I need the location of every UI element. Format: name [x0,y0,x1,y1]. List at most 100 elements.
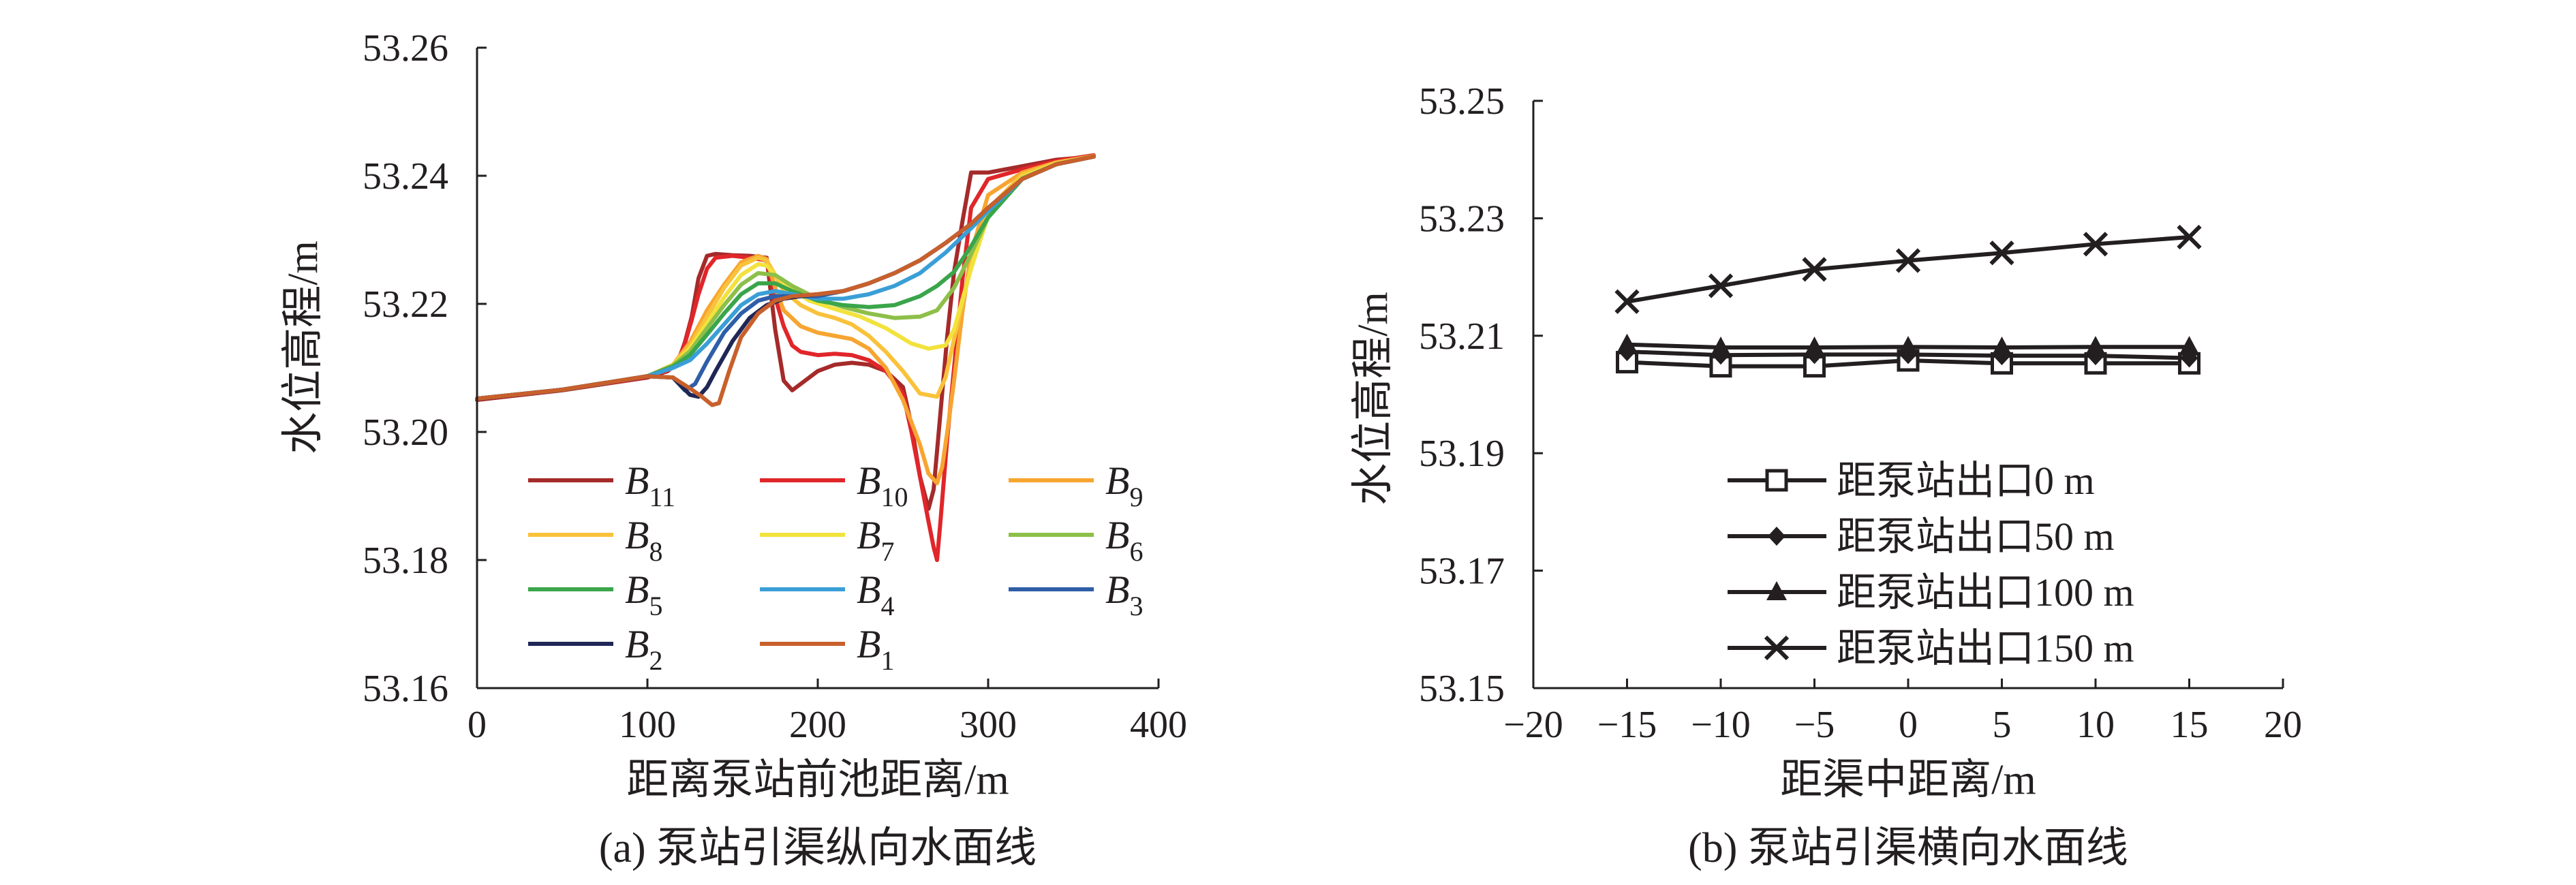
panel-a-legend: B11 B10 B9 B8 B7 B6 B5 B4 B3 B2 B1 [528,459,1143,676]
legend-sub-B1: 1 [880,645,894,676]
panel-a-ytick-label: 53.24 [363,155,448,198]
panel-b-point-triangle [2085,336,2106,356]
legend-label-B6: B6 [1105,513,1143,567]
panel-b-series [1614,224,2202,378]
panel-b-xtick-label: 5 [1993,704,2012,746]
legend-label-B7: B7 [857,513,894,567]
legend-sub-B8: 8 [649,536,662,567]
panel-b-point-diamond [2087,346,2104,366]
legend-label-x: 距泵站出口150 m [1837,626,2134,670]
legend-sub-B7: 7 [880,536,894,567]
panel-b-xtick-label: −10 [1691,704,1751,746]
panel-b-point-triangle [1898,336,1918,356]
panel-a-xtick-label: 400 [1130,704,1187,746]
legend-label-B5: B5 [625,568,662,621]
legend-label-B3: B3 [1105,568,1143,621]
legend-label-B9: B9 [1105,459,1143,512]
panel-a-ticks: 0 100 200 300 40053.1653.1853.2053.2253.2453… [363,27,1187,746]
panel-b-xtick-label: 10 [2076,704,2115,746]
panel-b-point-x-stroke [1802,257,1827,282]
panel-b-point-x [1989,240,2014,266]
panel-b-point-x [2177,224,2202,250]
panel-a-xtick-label: 100 [619,704,676,746]
panel-b-xtick-label: −15 [1597,704,1657,746]
panel-b-point-x-stroke [2177,224,2202,250]
panel-a-xtick-label: 200 [789,704,846,746]
panel-a-caption: (a) 泵站引渠纵向水面线 [599,825,1037,871]
panel-b-xtick-label: −20 [1503,704,1563,746]
legend-label-B4: B4 [857,568,894,621]
panel-a-xtick-label: 0 [467,704,487,746]
panel-b-ytick-label: 53.19 [1419,433,1505,475]
panel-a-ytick-label: 53.16 [363,668,448,710]
legend-sub-B6: 6 [1129,536,1143,567]
panel-b-point-x-stroke [1708,273,1734,298]
panel-b-point-x-stroke [1614,289,1640,314]
legend-sub-B5: 5 [649,591,662,621]
panel-b-caption: (b) 泵站引渠横向水面线 [1688,825,2128,871]
legend-sub-B4: 4 [880,591,894,621]
legend-sub-B11: 11 [649,482,675,512]
panel-a-ylabel: 水位高程/m [280,240,326,454]
panel-a-xtick-label: 300 [960,704,1017,746]
panel-b-point-x [1614,289,1640,314]
legend-label-B1: B1 [857,622,894,676]
panel-b-series-line-x [1626,235,2190,304]
legend-sub-B3: 3 [1129,591,1143,621]
panel-b-y-axis-title: 水位高程/m [1350,292,1396,505]
panel-a-series [475,153,1096,562]
legend-marker-x-stroke [1764,635,1790,661]
panel-b-xtick-label: 15 [2171,704,2209,746]
panel-b-point-triangle [1616,333,1638,353]
panel-a-ytick-label: 53.26 [363,27,448,69]
panel-a-ytick-label: 53.18 [363,540,448,582]
panel-b-xtick-label: −5 [1794,704,1835,746]
panel-b-axes [1532,101,2283,689]
panel-b-point-diamond [1993,346,2011,366]
legend-sub-B9: 9 [1129,482,1143,512]
panel-b-legend: 距泵站出口0 m 距泵站出口50 m 距泵站出口100 m 距泵站出口150 m [1728,459,2134,670]
panel-b-ytick-label: 53.15 [1419,668,1505,710]
panel-a-xlabel: 距离泵站前池距离/m [626,757,1009,803]
panel-b-point-x [1708,273,1734,298]
panel-b-xtick-label: 20 [2264,704,2302,746]
panel-b-point-triangle [1991,337,2012,356]
panel-b-point-triangle [1711,337,1731,356]
legend-label-square: 距泵站出口0 m [1837,459,2095,503]
panel-b-point-triangle [1804,337,1825,356]
panel-b-ytick-label: 53.25 [1419,80,1505,123]
panel-a-ytick-label: 53.20 [363,412,448,454]
legend-marker-diamond [1768,527,1785,546]
panel-a-y-axis-title: 水位高程/m [280,240,326,454]
legend-label-B8: B8 [625,513,662,567]
panel-b-ytick-label: 53.23 [1419,198,1505,240]
legend-label-diamond: 距泵站出口50 m [1837,514,2115,559]
panel-b-ylabel: 水位高程/m [1350,292,1396,505]
panel-b-transverse-profile: 水位高程/m 距渠中距离/m (b) 泵站引渠横向水面线 −20 −15 −10 −5… [1350,80,2302,871]
legend-label-B10: B10 [857,459,908,512]
legend-label-triangle: 距泵站出口100 m [1837,570,2134,615]
legend-label-B11: B11 [625,459,675,512]
series-line-B10 [475,153,1096,562]
panel-b-ytick-label: 53.17 [1419,550,1505,593]
panel-b-point-triangle [2179,336,2200,356]
panel-b-xtick-label: 0 [1899,704,1918,746]
panel-b-ticks: −20 −15 −10 −5 0 5 10 15 20 53.15 53.17 53.19 53.21 5… [1419,80,2302,746]
legend-label-B2: B2 [625,622,662,676]
panel-b-xlabel: 距渠中距离/m [1780,757,2036,803]
series-line-B8 [475,154,1096,401]
panel-a-ytick-label: 53.22 [363,283,448,326]
legend-marker-triangle [1766,581,1787,600]
panel-b-point-x [2083,232,2109,257]
legend-sub-B10: 10 [880,482,908,512]
panel-b-point-x-stroke [2083,232,2109,257]
panel-b-point-x-stroke [1989,240,2014,266]
series-line-B1 [475,154,1096,407]
panel-a-longitudinal-profile: 水位高程/m 距离泵站前池距离/m (a) 泵站引渠纵向水面线 0 100 200 3… [280,27,1187,871]
legend-marker-square [1765,469,1788,492]
panel-a-axes [476,48,1159,689]
panel-b-point-x [1802,257,1827,282]
legend-sub-B2: 2 [649,645,662,676]
panel-b-point-x [1895,248,1921,273]
